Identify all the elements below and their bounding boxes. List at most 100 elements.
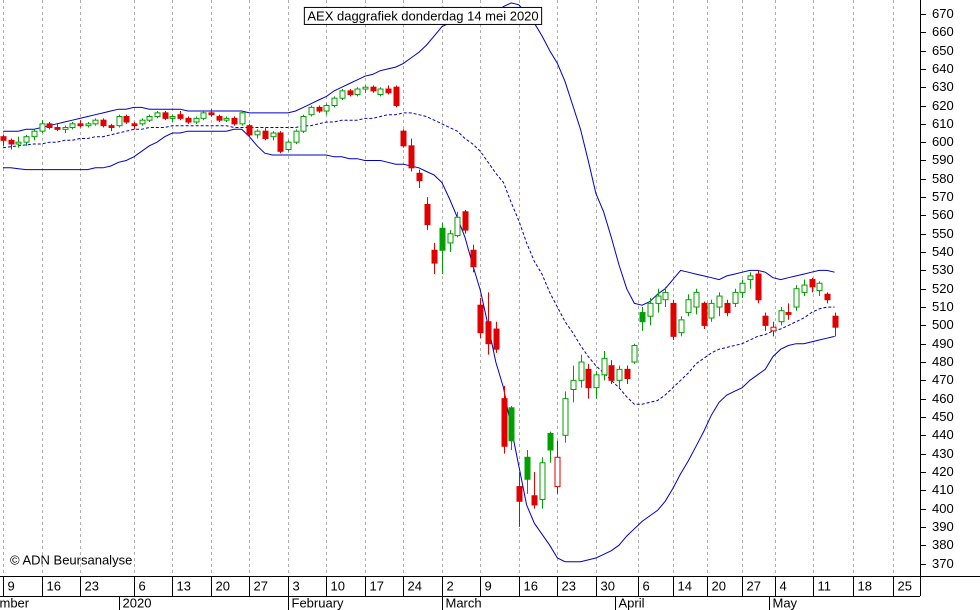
candle-body <box>0 136 7 141</box>
band-upper <box>3 2 835 306</box>
y-tick-label: 410 <box>932 482 954 497</box>
y-tick-label: 530 <box>932 262 954 277</box>
candle-body <box>708 302 715 319</box>
candle-body <box>501 398 508 447</box>
candle-body <box>385 88 392 94</box>
candle-body <box>293 130 300 143</box>
candle-body <box>508 407 515 442</box>
y-tick-label: 610 <box>932 116 954 131</box>
y-tick-label: 600 <box>932 134 954 149</box>
candle-body <box>416 172 423 182</box>
candle-body <box>270 132 277 138</box>
candle-body <box>15 141 22 145</box>
candle-body <box>685 299 692 314</box>
month-label: 2020 <box>123 595 152 610</box>
candle-body <box>400 130 407 147</box>
y-tick-label: 500 <box>932 317 954 332</box>
candle-body <box>31 130 38 138</box>
x-tick-label: 27 <box>254 578 268 593</box>
x-tick-label: 20 <box>216 578 230 593</box>
candle-body <box>169 116 176 119</box>
y-tick-label: 630 <box>932 79 954 94</box>
candle-body <box>832 315 839 328</box>
candle-body <box>362 86 369 90</box>
candle-body <box>809 279 816 288</box>
candle-body <box>539 462 546 500</box>
candle-body <box>585 368 592 389</box>
y-tick-label: 420 <box>932 464 954 479</box>
month-label: May <box>773 595 798 610</box>
candle-body <box>601 357 608 376</box>
candle-body <box>570 379 577 390</box>
candle-body <box>662 291 669 301</box>
candle-body <box>524 456 531 480</box>
x-tick-label: 20 <box>712 578 726 593</box>
candle-body <box>216 116 223 121</box>
x-tick-label: 17 <box>370 578 384 593</box>
candle-body <box>624 368 631 380</box>
x-tick-label: 24 <box>408 578 422 593</box>
y-tick-label: 490 <box>932 336 954 351</box>
candle-body <box>608 365 615 381</box>
y-tick-label: 540 <box>932 244 954 259</box>
x-tick-label: 3 <box>293 578 300 593</box>
band-middle <box>2 112 835 405</box>
y-tick-label: 370 <box>932 556 954 571</box>
candle-body <box>770 326 777 332</box>
candle-body <box>223 117 230 121</box>
y-tick-label: 440 <box>932 427 954 442</box>
candle-body <box>747 275 754 281</box>
y-tick-label: 390 <box>932 519 954 534</box>
x-tick-label: 14 <box>678 578 692 593</box>
x-tick-label: 4 <box>780 578 787 593</box>
x-tick-label: 11 <box>818 578 832 593</box>
title-box <box>303 6 543 25</box>
chart-title: AEX daggrafiek donderdag 14 mei 2020 <box>307 8 538 23</box>
candle-body <box>439 227 446 251</box>
x-tick-label: 27 <box>747 578 761 593</box>
candle-body <box>347 90 354 96</box>
candle-body <box>139 119 146 125</box>
candle-body <box>724 302 731 314</box>
y-tick-label: 560 <box>932 207 954 222</box>
candle-body <box>554 456 561 488</box>
candle-body <box>77 123 84 127</box>
y-tick-label: 580 <box>932 171 954 186</box>
candle-body <box>470 249 477 268</box>
month-label: February <box>292 595 345 610</box>
candle-body <box>655 295 662 304</box>
candle-body <box>254 130 261 136</box>
candle-body <box>377 88 384 96</box>
y-tick-label: 520 <box>932 281 954 296</box>
candle-body <box>424 203 431 226</box>
candle-body <box>193 117 200 123</box>
x-tick-label: 18 <box>858 578 872 593</box>
x-tick-label: 9 <box>485 578 492 593</box>
candle-body <box>785 312 792 315</box>
candle-body <box>631 345 638 363</box>
candle-body <box>739 282 746 293</box>
candle-body <box>239 112 246 125</box>
candle-body <box>462 211 469 231</box>
month-label: March <box>446 595 482 610</box>
candle-body <box>323 105 330 112</box>
candle-body <box>370 86 377 92</box>
y-tick-label: 660 <box>932 24 954 39</box>
candle-body <box>531 495 538 506</box>
x-tick-label: 6 <box>139 578 146 593</box>
candle-body <box>762 315 769 326</box>
candle-body <box>123 116 130 123</box>
candle-body <box>131 123 138 127</box>
candle-body <box>62 127 69 130</box>
candle-body <box>816 282 823 292</box>
candle-body <box>331 97 338 107</box>
x-tick-label: 16 <box>47 578 61 593</box>
y-tick-label: 510 <box>932 299 954 314</box>
x-tick-label: 9 <box>8 578 15 593</box>
candle-body <box>477 304 484 334</box>
candle-body <box>701 302 708 326</box>
candle-body <box>85 123 92 127</box>
candle-body <box>277 132 284 152</box>
copyright: © ADN Beursanalyse <box>10 552 132 567</box>
candle-body <box>793 288 800 308</box>
